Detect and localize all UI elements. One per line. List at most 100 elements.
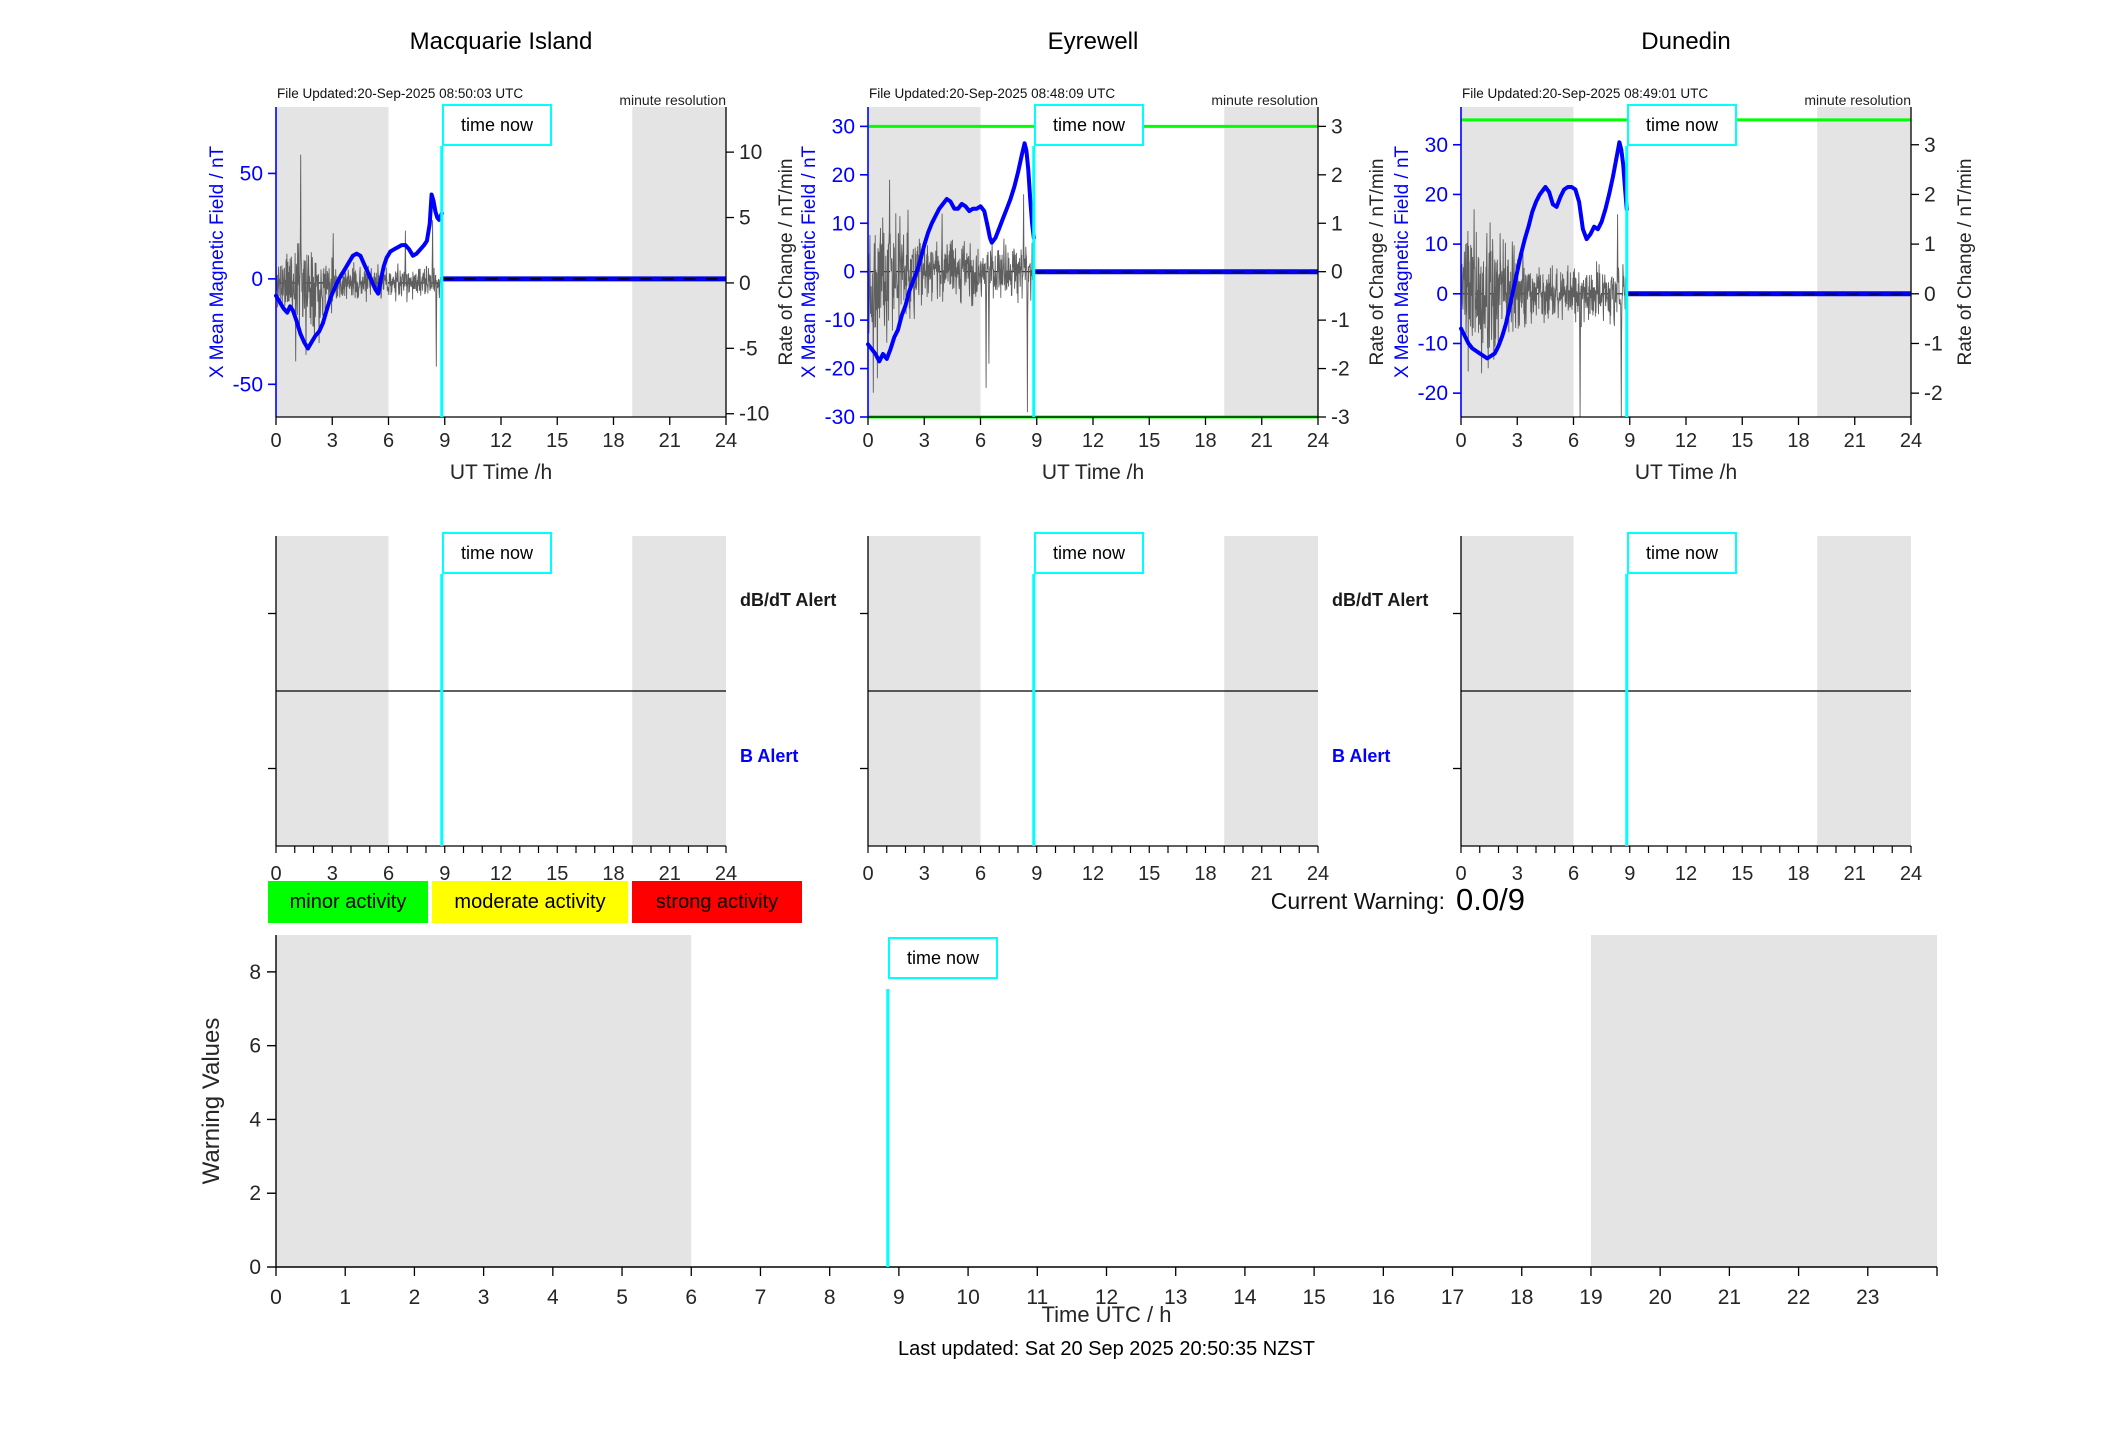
x-tick-label: 3 bbox=[919, 430, 930, 452]
night-shading-band bbox=[276, 935, 692, 1267]
x-tick-label: 21 bbox=[1251, 863, 1273, 885]
y-tick-label: 8 bbox=[249, 961, 261, 984]
x-tick-label: 7 bbox=[755, 1286, 767, 1309]
x-tick-label: 15 bbox=[1138, 430, 1160, 452]
time-now-marker: time now bbox=[1627, 532, 1737, 574]
x-tick-label: 18 bbox=[1787, 863, 1809, 885]
night-shading-band bbox=[1224, 107, 1318, 417]
y-tick-label-right: 3 bbox=[1924, 134, 1936, 157]
resolution-note: minute resolution bbox=[619, 92, 726, 108]
x-tick-label: 12 bbox=[1082, 430, 1104, 452]
last-updated-text: Last updated: Sat 20 Sep 2025 20:50:35 N… bbox=[898, 1338, 1315, 1360]
x-tick-label: 24 bbox=[1307, 863, 1329, 885]
warning-values-axis-label: Warning Values bbox=[198, 1017, 225, 1185]
x-tick-label: 21 bbox=[1844, 863, 1866, 885]
x-tick-label: 13 bbox=[1164, 1286, 1187, 1309]
x-tick-label: 22 bbox=[1787, 1286, 1810, 1309]
x-tick-label: 21 bbox=[659, 430, 681, 452]
x-tick-label: 4 bbox=[547, 1286, 559, 1309]
y-tick-label-left: -50 bbox=[233, 373, 263, 396]
file-updated-note: File Updated:20-Sep-2025 08:50:03 UTC bbox=[277, 86, 524, 101]
station-title-eyrewell: Eyrewell bbox=[1047, 28, 1139, 55]
legend-strong-activity: strong activity bbox=[632, 881, 802, 923]
x-axis-label: UT Time /h bbox=[1042, 461, 1144, 484]
y-tick-label-left: 0 bbox=[1436, 283, 1448, 306]
x-tick-label: 24 bbox=[715, 863, 737, 885]
x-tick-label: 0 bbox=[862, 430, 873, 452]
x-tick-label: 3 bbox=[1512, 863, 1523, 885]
x-tick-label: 20 bbox=[1648, 1286, 1671, 1309]
x-tick-label: 12 bbox=[1675, 430, 1697, 452]
y-tick-label-right: -10 bbox=[739, 403, 769, 426]
y-tick-label-right: 2 bbox=[1331, 164, 1343, 187]
b-alert-label: B Alert bbox=[1332, 746, 1391, 766]
x-tick-label: 2 bbox=[409, 1286, 421, 1309]
alert-timeline-macquarie: 0 3 6 9 12 15 18 21 24 bbox=[268, 536, 737, 885]
x-tick-label: 9 bbox=[1031, 863, 1042, 885]
time-now-marker: time now bbox=[888, 937, 998, 979]
time-utc-axis-label: Time UTC / h bbox=[1041, 1302, 1172, 1327]
y-tick-label-left: -10 bbox=[825, 309, 855, 332]
y-tick-label-left: 0 bbox=[843, 261, 855, 284]
x-tick-label: 3 bbox=[327, 430, 338, 452]
y-tick-label-right: 0 bbox=[739, 272, 751, 295]
magnetic-field-curve bbox=[866, 141, 1036, 364]
y-tick-label-right: 3 bbox=[1331, 115, 1343, 138]
y-tick-label-left: 10 bbox=[832, 212, 855, 235]
x-tick-label: 3 bbox=[478, 1286, 490, 1309]
y-tick-label: 4 bbox=[249, 1108, 261, 1131]
y-tick-label-right: -5 bbox=[739, 337, 758, 360]
x-tick-label: 6 bbox=[975, 430, 986, 452]
x-tick-label: 0 bbox=[270, 863, 281, 885]
x-tick-label: 18 bbox=[602, 863, 624, 885]
x-tick-label: 15 bbox=[1302, 1286, 1325, 1309]
time-now-marker: time now bbox=[1034, 104, 1144, 146]
y-tick-label-right: -1 bbox=[1331, 309, 1350, 332]
night-shading-band bbox=[1590, 935, 1937, 1267]
alert-timeline-eyrewell: 0 3 6 9 12 15 18 21 24 bbox=[860, 536, 1329, 885]
y-tick-label-left: 20 bbox=[1425, 183, 1448, 206]
y-tick-label-right: 0 bbox=[1331, 261, 1343, 284]
x-tick-label: 18 bbox=[1194, 430, 1216, 452]
x-tick-label: 12 bbox=[1095, 1286, 1118, 1309]
x-tick-label: 0 bbox=[270, 430, 281, 452]
x-tick-label: 24 bbox=[1900, 430, 1922, 452]
rate-of-change-trace bbox=[1460, 209, 1628, 418]
x-tick-label: 15 bbox=[1138, 863, 1160, 885]
y-tick-label-right: 5 bbox=[739, 207, 751, 230]
x-tick-label: 8 bbox=[824, 1286, 836, 1309]
resolution-note: minute resolution bbox=[1804, 92, 1911, 108]
x-tick-label: 11 bbox=[1026, 1286, 1048, 1309]
y-tick-label-left: -30 bbox=[825, 406, 855, 429]
x-tick-label: 21 bbox=[1718, 1286, 1741, 1309]
y-tick-label-left: -10 bbox=[1418, 332, 1448, 355]
y-tick-label-right: 1 bbox=[1924, 233, 1936, 256]
x-tick-label: 23 bbox=[1856, 1286, 1879, 1309]
x-tick-label: 0 bbox=[270, 1286, 282, 1309]
x-tick-label: 14 bbox=[1233, 1286, 1257, 1309]
legend-minor-activity: minor activity bbox=[268, 881, 428, 923]
x-tick-label: 16 bbox=[1372, 1286, 1395, 1309]
legend-moderate-activity: moderate activity bbox=[432, 881, 628, 923]
y-tick-label-right: -3 bbox=[1331, 406, 1350, 429]
x-tick-label: 9 bbox=[1624, 863, 1635, 885]
x-tick-label: 15 bbox=[1731, 430, 1753, 452]
x-tick-label: 9 bbox=[439, 863, 450, 885]
x-tick-label: 12 bbox=[490, 863, 512, 885]
y-tick-label-right: 2 bbox=[1924, 183, 1936, 206]
time-now-marker: time now bbox=[442, 532, 552, 574]
y-tick-label-left: 20 bbox=[832, 164, 855, 187]
y-tick-label-left: 30 bbox=[832, 115, 855, 138]
x-tick-label: 9 bbox=[1031, 430, 1042, 452]
x-axis-label: UT Time /h bbox=[1635, 461, 1737, 484]
x-tick-label: 0 bbox=[1455, 863, 1466, 885]
magnetic-field-curve bbox=[274, 192, 444, 351]
x-tick-label: 5 bbox=[616, 1286, 628, 1309]
night-shading-band bbox=[1817, 107, 1911, 417]
x-tick-label: 0 bbox=[1455, 430, 1466, 452]
current-warning-value: 0.0/9 bbox=[1456, 882, 1525, 917]
time-now-marker: time now bbox=[1627, 104, 1737, 146]
station-title-dunedin: Dunedin bbox=[1641, 28, 1731, 55]
current-warning-label: Current Warning: bbox=[1270, 888, 1445, 914]
